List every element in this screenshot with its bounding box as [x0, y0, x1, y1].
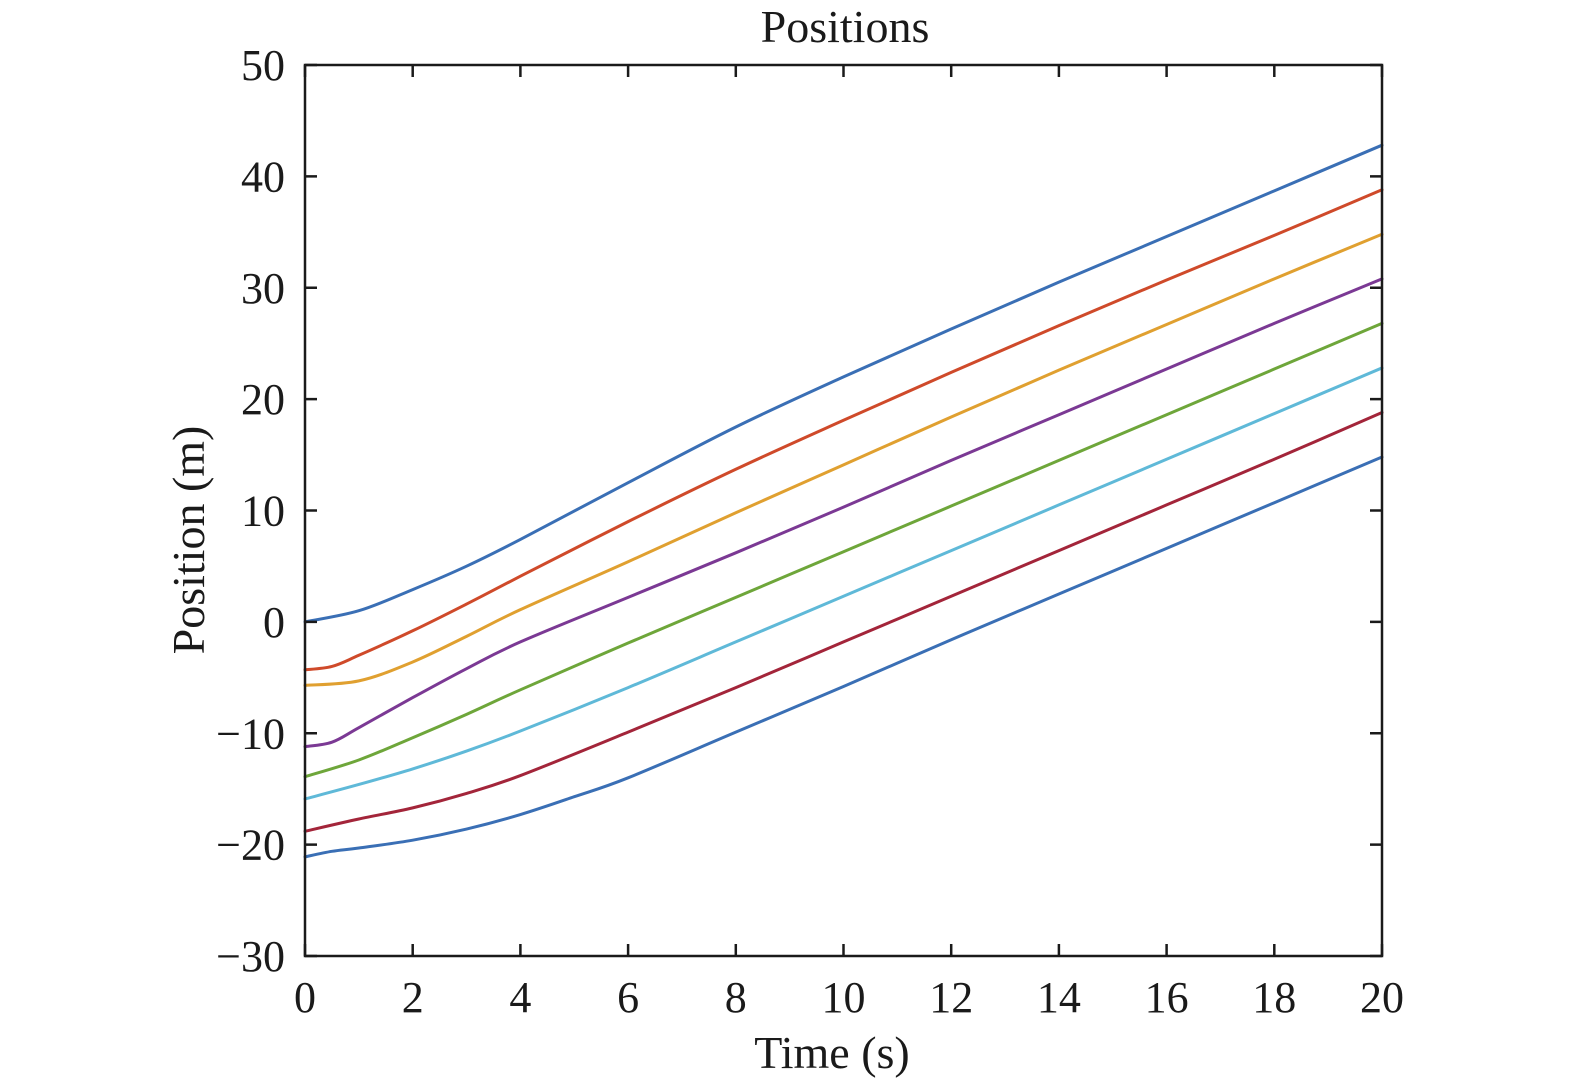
x-tick-label: 14	[1037, 973, 1081, 1022]
x-axis-label: Time (s)	[754, 1027, 910, 1078]
y-tick-label: 10	[241, 487, 285, 536]
x-tick-label: 4	[509, 973, 531, 1022]
y-tick-label: 0	[263, 598, 285, 647]
x-tick-label: 16	[1145, 973, 1189, 1022]
y-tick-label: 30	[241, 264, 285, 313]
x-tick-label: 0	[294, 973, 316, 1022]
x-tick-label: 2	[402, 973, 424, 1022]
y-tick-label: −20	[216, 821, 285, 870]
y-tick-label: 20	[241, 375, 285, 424]
x-tick-label: 18	[1252, 973, 1296, 1022]
x-axis-ticks: 0 2 4 6 8 10 12 14 16 18 20	[294, 65, 1404, 1022]
y-tick-label: −30	[216, 932, 285, 981]
x-tick-label: 10	[822, 973, 866, 1022]
series-line-2	[303, 188, 1384, 672]
series-line-7	[303, 410, 1384, 833]
y-axis-ticks: −30 −20 −10 0 10 20 30 40 50	[216, 41, 1382, 981]
series-line-4	[303, 277, 1384, 749]
y-tick-label: 50	[241, 41, 285, 90]
series-line-5	[303, 321, 1384, 779]
y-tick-label: −10	[216, 709, 285, 758]
x-tick-label: 12	[929, 973, 973, 1022]
plot-frame	[303, 63, 1384, 958]
series-line-1	[303, 143, 1384, 624]
x-tick-label: 6	[617, 973, 639, 1022]
series-layer	[303, 143, 1384, 859]
series-line-8	[303, 455, 1384, 859]
series-line-3	[303, 232, 1384, 687]
x-tick-label: 8	[725, 973, 747, 1022]
x-tick-label: 20	[1360, 973, 1404, 1022]
series-line-6	[303, 366, 1384, 801]
chart-title: Positions	[761, 1, 930, 52]
y-axis-label: Position (m)	[163, 426, 214, 655]
y-tick-label: 40	[241, 152, 285, 201]
